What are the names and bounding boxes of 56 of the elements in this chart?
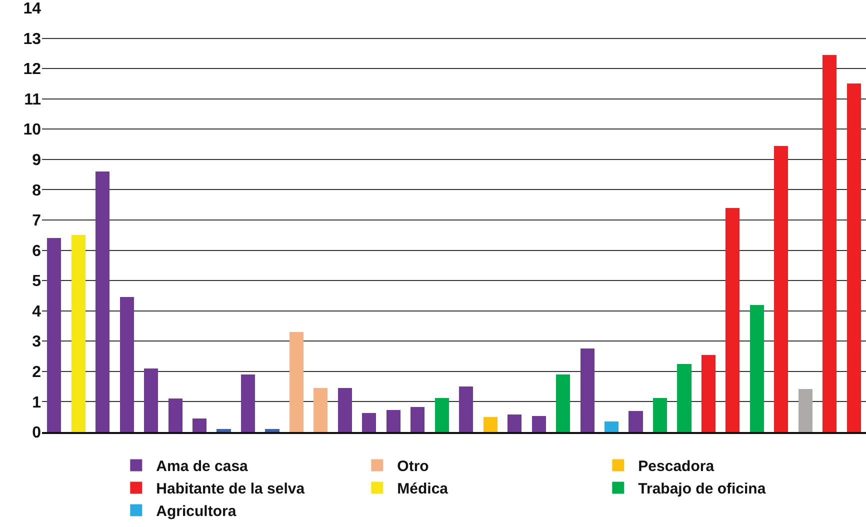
bar bbox=[144, 368, 158, 432]
y-tick-label: 11 bbox=[24, 91, 42, 108]
y-tick-label: 4 bbox=[32, 303, 42, 320]
bar bbox=[386, 410, 400, 432]
bar bbox=[580, 348, 594, 432]
bar bbox=[726, 208, 740, 432]
y-tick-label: 6 bbox=[32, 242, 42, 260]
bar bbox=[798, 388, 812, 432]
y-tick-label: 10 bbox=[23, 122, 42, 139]
bar bbox=[216, 428, 231, 432]
bar bbox=[556, 374, 570, 432]
y-tick-label: 9 bbox=[32, 152, 42, 170]
legend-label: Agricultora bbox=[156, 503, 237, 520]
y-tick-label: 5 bbox=[32, 273, 42, 290]
y-tick-label: 2 bbox=[32, 364, 42, 382]
bar bbox=[846, 84, 861, 432]
bar bbox=[604, 421, 619, 432]
y-tick-label: 12 bbox=[23, 61, 42, 78]
bar bbox=[338, 388, 352, 432]
bar bbox=[434, 398, 449, 432]
bar bbox=[508, 414, 522, 432]
bar bbox=[774, 146, 788, 432]
legend-label: Médica bbox=[397, 480, 449, 498]
bar bbox=[71, 235, 86, 432]
bar bbox=[410, 406, 425, 432]
bar bbox=[822, 54, 837, 432]
y-tick-label: 7 bbox=[32, 212, 42, 230]
legend-label: Habitante de la selva bbox=[156, 480, 306, 498]
y-tick-label: 3 bbox=[32, 334, 42, 351]
legend-label: Ama de casa bbox=[156, 458, 249, 476]
bar bbox=[459, 386, 474, 432]
y-tick-label: 1 bbox=[32, 394, 42, 412]
bar bbox=[120, 297, 134, 432]
bar bbox=[96, 172, 110, 432]
bar bbox=[289, 332, 304, 432]
bar bbox=[362, 412, 376, 432]
bar bbox=[750, 304, 764, 432]
bar bbox=[265, 428, 280, 432]
y-tick-label: 14 bbox=[23, 0, 42, 18]
bar bbox=[532, 416, 546, 432]
bar bbox=[483, 416, 498, 432]
bar bbox=[168, 398, 182, 432]
y-tick-label: 13 bbox=[23, 30, 42, 48]
y-tick-label: 0 bbox=[32, 424, 42, 442]
bar bbox=[192, 418, 207, 432]
bar bbox=[628, 410, 643, 432]
bar bbox=[240, 374, 256, 432]
legend-label: Otro bbox=[397, 458, 429, 476]
bar bbox=[701, 354, 716, 432]
bar bbox=[47, 238, 62, 432]
y-tick-label: 8 bbox=[32, 182, 42, 200]
bar bbox=[677, 364, 692, 432]
legend-label: Pescadora bbox=[638, 458, 715, 476]
legend-label: Trabajo de oficina bbox=[638, 480, 766, 498]
bar bbox=[314, 388, 328, 432]
bar bbox=[652, 398, 668, 432]
